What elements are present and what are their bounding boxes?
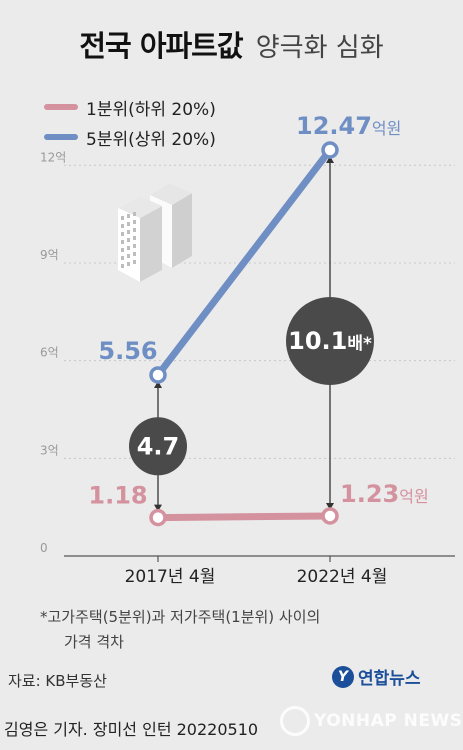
footnote: *고가주택(5분위)과 저가주택(1분위) 사이의 가격 격차 xyxy=(40,605,320,655)
data-point xyxy=(149,508,167,527)
title-light: 양극화 심화 xyxy=(255,33,384,63)
gap-arrow-2022-head-top xyxy=(326,156,334,163)
legend-item-low: 1분위(하위 20%) xyxy=(44,92,216,122)
value-label-low-end: 1.23억원 xyxy=(340,480,429,508)
series-line-0 xyxy=(154,512,334,522)
data-point xyxy=(321,141,339,159)
yonhap-logo: Y 연합뉴스 xyxy=(332,664,421,689)
y-tick-label: 9억 xyxy=(40,248,59,262)
source: 자료: KB부동산 xyxy=(8,672,107,690)
gap-arrow-2022-head-bottom xyxy=(326,502,334,510)
value-label-high-start: 5.56 xyxy=(98,337,157,365)
legend-item-high: 5분위(상위 20%) xyxy=(44,122,216,152)
gap-badge-2017 xyxy=(129,417,187,476)
gap-badge-2017-label: 4.7 xyxy=(137,432,180,460)
gap-arrow-2017-head-bottom xyxy=(154,504,162,512)
footnote-line-1: *고가주택(5분위)과 저가주택(1분위) 사이의 xyxy=(40,608,321,626)
gap-badge-2022-suffix: 배* xyxy=(347,334,372,354)
chart-canvas: 0 3억 6억 9억 12억 2017년 4월 2022년 4월 4.7 10.1배* 5.56 1… xyxy=(40,112,455,587)
gap-badge-2022-value: 10.1 xyxy=(288,327,347,355)
watermark-text: YONHAP NEWS xyxy=(314,711,463,731)
x-tick-label: 2022년 4월 xyxy=(297,567,388,587)
title-bold: 전국 아파트값 xyxy=(79,29,243,63)
value-label-low-end-number: 1.23 xyxy=(340,480,399,508)
gap-badge-2022 xyxy=(286,296,374,385)
x-tick-label: 2017년 4월 xyxy=(125,567,216,587)
value-label-low-start: 1.18 xyxy=(88,482,147,510)
y-tick-label: 12억 xyxy=(40,150,66,164)
data-point xyxy=(149,366,167,384)
value-label-high-end-number: 12.47 xyxy=(296,112,372,140)
value-label-high-end: 12.47억원 xyxy=(296,112,401,140)
credit: 김영은 기자. 장미선 인턴 20220510 xyxy=(4,720,259,739)
legend-label-high: 5분위(상위 20%) xyxy=(86,129,216,150)
yonhap-logo-text: 연합뉴스 xyxy=(358,669,421,689)
watermark: YONHAP NEWS xyxy=(280,706,462,736)
y-tick-label: 3억 xyxy=(40,443,59,457)
gap-badge-2022-label: 10.1배* xyxy=(288,327,372,355)
value-label-high-end-unit: 억원 xyxy=(372,119,401,138)
y-tick-label: 6억 xyxy=(40,346,59,360)
apartment-building-icon xyxy=(118,183,192,282)
series-line-1 xyxy=(154,146,334,379)
chart-title: 전국 아파트값 양극화 심화 xyxy=(0,28,463,66)
y-tick-label: 0 xyxy=(40,541,48,555)
watermark-icon xyxy=(280,706,310,736)
legend-label-low: 1분위(하위 20%) xyxy=(86,99,216,120)
value-label-low-end-unit: 억원 xyxy=(399,487,428,506)
legend-swatch-high xyxy=(44,134,78,140)
gap-badge-2017-value: 4.7 xyxy=(137,432,180,460)
legend: 1분위(하위 20%) 5분위(상위 20%) xyxy=(44,92,216,152)
footnote-line-2: 가격 격차 xyxy=(64,633,124,651)
gap-arrow-2017-head-top xyxy=(154,380,162,388)
data-point xyxy=(321,507,339,525)
yonhap-logo-icon: Y xyxy=(332,665,354,688)
legend-swatch-low xyxy=(44,104,78,110)
